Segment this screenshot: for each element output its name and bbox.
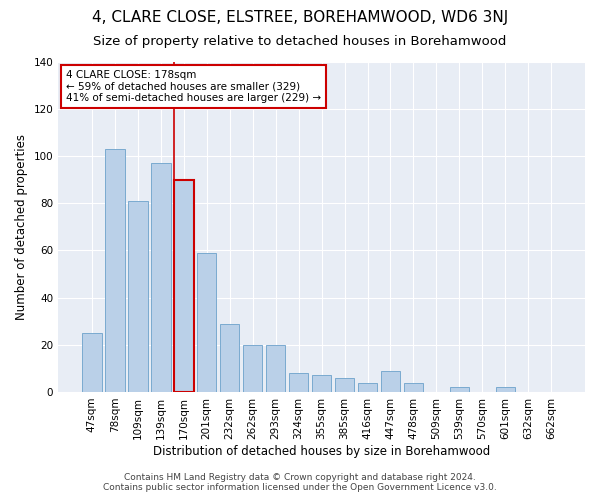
- X-axis label: Distribution of detached houses by size in Borehamwood: Distribution of detached houses by size …: [153, 444, 490, 458]
- Bar: [289, 373, 308, 392]
- Text: Contains HM Land Registry data © Crown copyright and database right 2024.
Contai: Contains HM Land Registry data © Crown c…: [103, 473, 497, 492]
- Bar: [128, 201, 148, 392]
- Bar: [174, 180, 194, 392]
- Bar: [404, 382, 423, 392]
- Text: 4, CLARE CLOSE, ELSTREE, BOREHAMWOOD, WD6 3NJ: 4, CLARE CLOSE, ELSTREE, BOREHAMWOOD, WD…: [92, 10, 508, 25]
- Bar: [312, 376, 331, 392]
- Text: 4 CLARE CLOSE: 178sqm
← 59% of detached houses are smaller (329)
41% of semi-det: 4 CLARE CLOSE: 178sqm ← 59% of detached …: [66, 70, 321, 103]
- Text: Size of property relative to detached houses in Borehamwood: Size of property relative to detached ho…: [94, 35, 506, 48]
- Bar: [358, 382, 377, 392]
- Bar: [220, 324, 239, 392]
- Bar: [243, 345, 262, 392]
- Bar: [151, 163, 170, 392]
- Bar: [335, 378, 355, 392]
- Bar: [449, 387, 469, 392]
- Bar: [82, 333, 101, 392]
- Bar: [197, 252, 217, 392]
- Y-axis label: Number of detached properties: Number of detached properties: [15, 134, 28, 320]
- Bar: [496, 387, 515, 392]
- Bar: [381, 370, 400, 392]
- Bar: [105, 149, 125, 392]
- Bar: [266, 345, 286, 392]
